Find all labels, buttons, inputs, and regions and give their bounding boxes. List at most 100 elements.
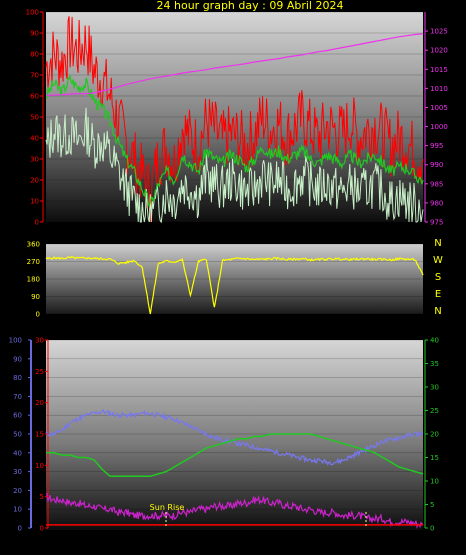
x-tick-label: 14 [256,538,266,547]
temperature-tick-label: 20 [35,399,44,407]
direction-tick-label: 180 [27,276,40,284]
pressure-tick-label: 1010 [430,85,448,93]
speed-tick-label: 90 [30,30,39,38]
speed-tick-label: 50 [30,114,39,122]
wind-direction-plot-area [46,244,423,314]
x-tick-label: 04 [103,232,113,241]
uv-series-line [45,493,424,530]
x-tick-label: 08 [164,538,174,547]
x-tick-label: 10 [195,232,205,241]
compass-label: N [434,238,441,249]
x-tick-label: 02 [72,232,82,241]
wind-pressure-series [45,16,424,224]
humidity-tick-label: 100 [9,337,22,345]
x-tick-label: 20 [349,538,359,547]
chart-title: 24 hour graph day : 09 Abril 2024 [157,0,344,12]
x-tick-label: 04 [103,538,113,547]
pressure-tick-label: 990 [430,161,443,169]
dewpoint-tick-label: 35 [430,360,439,368]
temp-humidity-series [45,408,424,530]
wind-pressure-grid [46,11,423,223]
humidity-tick-label: 0 [18,525,22,533]
speed-tick-label: 30 [30,156,39,164]
dewpoint-tick-label: 15 [430,454,439,462]
x-tick-label: 22 [379,538,389,547]
dewpoint-tick-label: 40 [430,337,439,345]
pressure-tick-label: 1020 [430,47,448,55]
x-tick-label: 16 [287,538,297,547]
temperature-tick-label: 25 [35,368,44,376]
x-tick-label: 06 [133,232,143,241]
humidity-tick-label: 40 [13,449,22,457]
x-tick-label: 20 [349,232,359,241]
compass-label: S [435,272,441,283]
gust-series-line [45,16,424,223]
humidity-tick-label: 90 [13,355,22,363]
x-tick-label: 06 [133,538,143,547]
temperature-tick-label: 10 [35,462,44,470]
temp-humidity-axes: 1009080706050403020100302520151050403530… [9,337,439,533]
x-tick-label: 00 [410,538,420,547]
dewpoint-tick-label: 25 [430,407,439,415]
sun-annotations: Sun Rise [150,503,367,528]
humidity-tick-label: 60 [13,412,22,420]
humidity-tick-label: 20 [13,487,22,495]
temp-humidity-x-axis: 02 04 06 08 10 12 14 16 18 20 22 00 [72,538,420,547]
speed-tick-label: 80 [30,51,39,59]
pressure-tick-label: 995 [430,142,443,150]
x-tick-label: 08 [164,232,174,241]
x-tick-label: 10 [195,538,205,547]
wind-direction-axis: 360 270 180 90 0 [27,241,40,319]
direction-tick-label: 0 [36,311,40,319]
speed-tick-label: 70 [30,72,39,80]
pressure-tick-label: 1005 [430,104,448,112]
pressure-tick-label: 985 [430,180,443,188]
compass-label: W [433,255,443,266]
compass-label: N [434,306,441,317]
x-tick-label: 18 [318,232,328,241]
direction-tick-label: 270 [27,258,40,266]
compass-label: E [435,289,441,300]
x-tick-label: 18 [318,538,328,547]
speed-tick-label: 0 [35,219,39,227]
speed-tick-label: 20 [30,177,39,185]
pressure-axis: 1025 1020 1015 1010 1005 1000 995 990 985 980 975 [424,12,448,227]
pressure-tick-label: 1025 [430,28,448,36]
pressure-tick-label: 980 [430,199,443,207]
x-tick-label: 00 [410,232,420,241]
x-tick-label: 14 [256,232,266,241]
dewpoint-tick-label: 20 [430,431,439,439]
speed-tick-label: 60 [30,93,39,101]
dewpoint-series-line [46,433,424,478]
speed-series-line [45,107,424,224]
x-tick-label: 12 [226,538,236,547]
dewpoint-tick-label: 10 [430,478,439,486]
wind-direction-series [45,256,424,315]
temperature-tick-label: 30 [35,337,44,345]
humidity-tick-label: 70 [13,393,22,401]
humidity-tick-label: 80 [13,374,22,382]
x-tick-label: 02 [72,538,82,547]
pressure-series-line [46,33,424,96]
temp-humidity-grid [46,339,423,529]
pressure-tick-label: 975 [430,219,443,227]
dewpoint-tick-label: 30 [430,384,439,392]
speed-tick-label: 40 [30,135,39,143]
humidity-tick-label: 30 [13,468,22,476]
dewpoint-tick-label: 5 [430,501,434,509]
x-tick-label: 16 [287,232,297,241]
temperature-tick-label: 15 [35,431,44,439]
pressure-tick-label: 1000 [430,123,448,131]
wind-series-line [45,75,424,209]
speed-tick-label: 10 [30,198,39,206]
direction-tick-label: 90 [31,293,40,301]
humidity-tick-label: 50 [13,431,22,439]
wind-direction-grid [46,243,423,315]
x-tick-label: 12 [226,232,236,241]
speed-tick-label: 100 [26,9,39,17]
wind-pressure-x-axis: 02 04 06 08 10 12 14 16 18 20 22 00 [72,232,420,241]
